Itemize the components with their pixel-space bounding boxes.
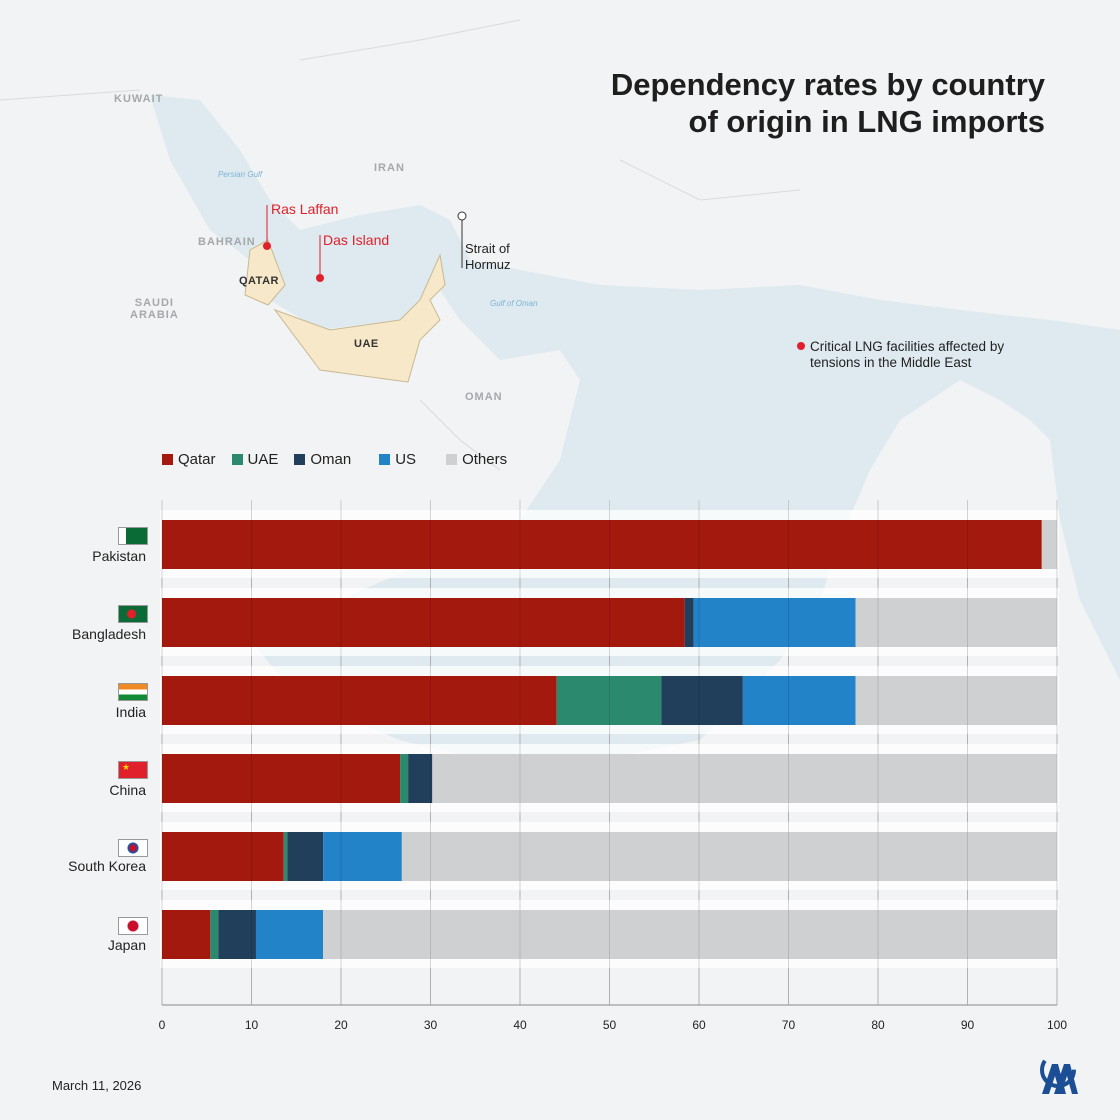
title-line-2: of origin in LNG imports — [688, 104, 1045, 139]
bar-japan-qatar — [162, 910, 211, 959]
bar-japan-oman — [218, 910, 256, 959]
facility-label-das-island: Das Island — [323, 232, 390, 248]
row-label-pakistan: Pakistan — [92, 548, 146, 564]
legend-label: Others — [462, 451, 508, 468]
bar-china-qatar — [162, 754, 401, 803]
bar-bangladesh-us — [693, 598, 856, 647]
map-label-oman: OMAN — [465, 391, 503, 403]
map-label-kuwait: KUWAIT — [114, 93, 164, 105]
bar-india-qatar — [162, 676, 557, 725]
uae-shape — [273, 253, 446, 383]
x-tick-label: 60 — [692, 1018, 706, 1032]
legend-label: UAE — [247, 451, 279, 468]
facility-dot-das-island — [316, 274, 324, 282]
bar-china-uae — [400, 754, 409, 803]
strait-marker — [457, 211, 467, 221]
row-label-japan: Japan — [107, 937, 146, 953]
bar-india-oman — [661, 676, 743, 725]
bar-china-oman — [408, 754, 433, 803]
map-label-iran: IRAN — [374, 162, 405, 174]
flag-india-icon — [118, 683, 148, 701]
bar-japan-us — [255, 910, 324, 959]
row-label-india: India — [115, 704, 146, 720]
legend-item-uae: UAE — [231, 451, 279, 468]
legend-swatch — [294, 454, 306, 465]
legend-label: Oman — [310, 451, 352, 468]
facility-dot-ras-laffan — [263, 242, 271, 250]
x-tick-label: 90 — [960, 1018, 975, 1032]
map-label-bahrain: BAHRAIN — [198, 236, 256, 248]
x-tick-label: 30 — [423, 1018, 438, 1032]
legend-label: Qatar — [178, 451, 216, 468]
map-label-saudi-arabia: SAUDI ARABIA — [130, 297, 179, 321]
flag-south-korea-icon — [118, 839, 148, 857]
x-tick-label: 80 — [871, 1018, 885, 1032]
chart-legend: Qatar UAE Oman US Others — [162, 451, 523, 468]
flag-pakistan-icon — [118, 527, 148, 545]
strait-label: Strait of Hormuz — [465, 241, 511, 272]
legend-swatch — [379, 454, 391, 465]
legend-label: US — [395, 451, 417, 468]
bar-pakistan-qatar — [162, 520, 1042, 569]
date: March 11, 2026 — [52, 1078, 142, 1093]
bar-china-others — [432, 754, 1057, 803]
legend-swatch — [446, 454, 458, 465]
bar-south-korea-oman — [287, 832, 324, 881]
row-label-bangladesh: Bangladesh — [72, 626, 146, 642]
bar-pakistan-others — [1041, 520, 1057, 569]
x-tick-label: 50 — [602, 1018, 617, 1032]
bar-india-others — [855, 676, 1057, 725]
bar-india-us — [742, 676, 856, 725]
legend-item-others: Others — [446, 451, 507, 468]
x-tick-label: 40 — [513, 1018, 527, 1032]
bar-south-korea-others — [401, 832, 1057, 881]
x-tick-label: 100 — [1046, 1018, 1068, 1032]
legend-item-oman: Oman — [294, 451, 351, 468]
bar-japan-others — [323, 910, 1058, 959]
facility-legend-note: Critical LNG facilities affected by tens… — [810, 339, 1005, 370]
aa-logo-icon — [1040, 1052, 1078, 1094]
bar-india-uae — [556, 676, 662, 725]
bar-bangladesh-oman — [684, 598, 694, 647]
x-tick-label: 70 — [781, 1018, 796, 1032]
legend-swatch — [162, 454, 173, 465]
x-tick-label: 10 — [244, 1018, 259, 1032]
qatar-shape — [244, 239, 286, 306]
facility-label-ras-laffan: Ras Laffan — [271, 201, 339, 217]
flag-china-icon: ★ — [118, 761, 148, 779]
x-tick-label: 0 — [158, 1018, 166, 1032]
map-label-persian-gulf: Persian Gulf — [218, 170, 263, 179]
facility-legend-dot — [797, 342, 805, 350]
map-label-uae: UAE — [354, 338, 379, 350]
bar-bangladesh-others — [855, 598, 1057, 647]
legend-swatch — [231, 454, 243, 465]
bar-south-korea-us — [323, 832, 402, 881]
chart-title: Dependency rates by country of origin in… — [611, 66, 1045, 140]
bar-bangladesh-qatar — [162, 598, 685, 647]
row-label-china: China — [109, 782, 146, 798]
legend-item-us: US — [379, 451, 416, 468]
title-line-1: Dependency rates by country — [610, 67, 1045, 102]
bar-japan-uae — [210, 910, 219, 959]
x-tick-label: 20 — [334, 1018, 348, 1032]
flag-bangladesh-icon — [118, 605, 148, 623]
map-label-qatar: QATAR — [239, 275, 279, 287]
row-label-south-korea: South Korea — [68, 858, 146, 874]
bar-south-korea-uae — [283, 832, 288, 881]
bar-south-korea-qatar — [162, 832, 284, 881]
map-label-gulf-of-oman: Gulf of Oman — [490, 299, 538, 308]
legend-item-qatar: Qatar — [162, 451, 216, 468]
flag-japan-icon — [118, 917, 148, 935]
